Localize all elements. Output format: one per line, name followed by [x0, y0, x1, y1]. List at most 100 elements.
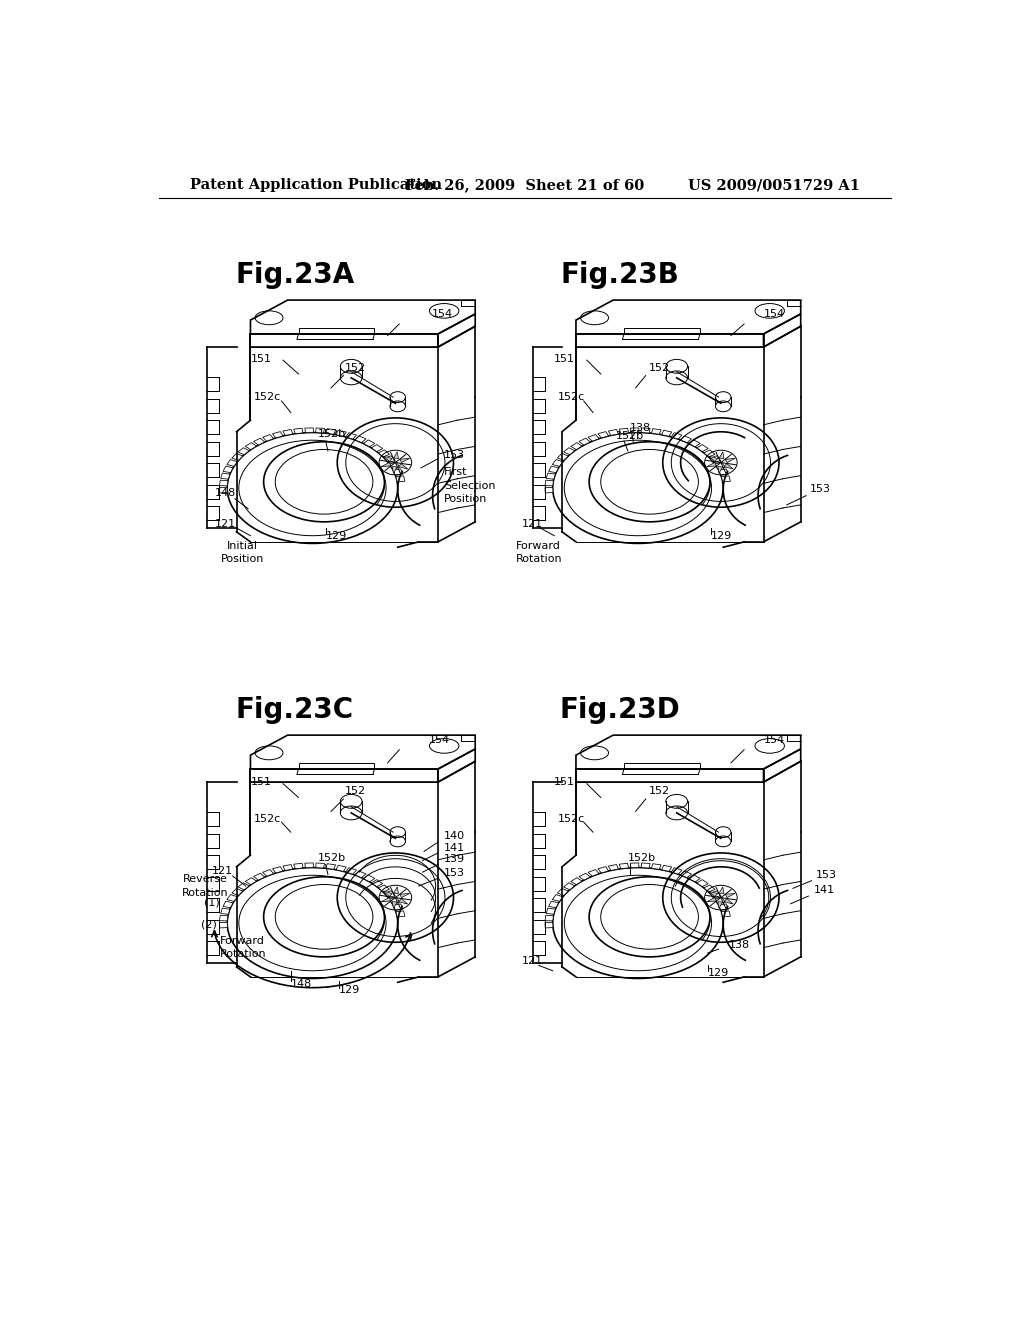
Polygon shape [355, 436, 366, 442]
Polygon shape [719, 469, 728, 475]
Polygon shape [546, 473, 555, 479]
Polygon shape [272, 432, 283, 438]
Text: 121: 121 [521, 519, 543, 529]
Polygon shape [392, 466, 397, 474]
Polygon shape [715, 462, 725, 469]
Polygon shape [563, 883, 574, 890]
Text: Reverse
Rotation: Reverse Rotation [182, 874, 228, 898]
Polygon shape [219, 487, 227, 492]
Polygon shape [399, 458, 410, 462]
Text: 152c: 152c [558, 392, 586, 403]
Text: Fig.23C: Fig.23C [236, 697, 353, 725]
Polygon shape [722, 475, 730, 482]
Polygon shape [546, 908, 555, 915]
Polygon shape [681, 436, 691, 442]
Text: 151: 151 [554, 354, 575, 363]
Polygon shape [549, 466, 558, 473]
Polygon shape [689, 875, 700, 882]
Polygon shape [398, 463, 408, 469]
Polygon shape [552, 459, 563, 466]
Polygon shape [272, 867, 283, 873]
Polygon shape [545, 915, 553, 921]
Polygon shape [219, 480, 228, 486]
Text: 138: 138 [729, 940, 750, 950]
Text: 151: 151 [554, 777, 575, 787]
Text: 152: 152 [649, 787, 670, 796]
Polygon shape [557, 888, 568, 895]
Polygon shape [672, 433, 682, 440]
Text: 154: 154 [429, 735, 450, 744]
Polygon shape [392, 902, 397, 908]
Polygon shape [372, 879, 383, 887]
Polygon shape [641, 428, 650, 433]
Polygon shape [223, 466, 233, 473]
Text: Initial
Position: Initial Position [221, 541, 264, 564]
Polygon shape [220, 908, 229, 915]
Polygon shape [389, 898, 399, 904]
Polygon shape [393, 904, 403, 911]
Polygon shape [315, 428, 325, 433]
Polygon shape [238, 447, 249, 454]
Polygon shape [620, 428, 629, 434]
Text: 152: 152 [649, 363, 670, 372]
Polygon shape [549, 902, 558, 908]
Polygon shape [220, 473, 229, 479]
Polygon shape [579, 438, 590, 445]
Text: 121: 121 [215, 519, 236, 529]
Text: 129: 129 [711, 531, 732, 541]
Polygon shape [641, 863, 650, 869]
Polygon shape [651, 429, 662, 434]
Polygon shape [246, 878, 257, 884]
Polygon shape [710, 891, 721, 898]
Polygon shape [715, 898, 725, 904]
Polygon shape [283, 429, 293, 436]
Polygon shape [254, 874, 264, 880]
Polygon shape [697, 879, 709, 887]
Polygon shape [598, 432, 608, 438]
Polygon shape [662, 866, 672, 871]
Polygon shape [227, 459, 238, 466]
Polygon shape [219, 923, 227, 928]
Polygon shape [364, 440, 375, 446]
Text: 140: 140 [444, 832, 465, 841]
Polygon shape [294, 428, 303, 434]
Polygon shape [608, 429, 618, 436]
Polygon shape [681, 871, 691, 878]
Polygon shape [336, 430, 346, 437]
Polygon shape [718, 902, 723, 908]
Polygon shape [545, 923, 553, 928]
Text: 141: 141 [444, 842, 465, 853]
Polygon shape [336, 866, 346, 871]
Text: 121: 121 [212, 866, 232, 875]
Polygon shape [346, 867, 356, 874]
Polygon shape [709, 891, 718, 896]
Text: 153: 153 [816, 870, 838, 879]
Polygon shape [254, 438, 264, 445]
Polygon shape [703, 450, 715, 457]
Polygon shape [305, 428, 313, 433]
Text: US 2009/0051729 A1: US 2009/0051729 A1 [687, 178, 859, 193]
Text: Fig.23D: Fig.23D [560, 697, 681, 725]
Text: 151: 151 [251, 777, 271, 787]
Text: 152b: 152b [317, 429, 346, 440]
Polygon shape [383, 891, 392, 896]
Text: 154: 154 [764, 735, 784, 744]
Polygon shape [246, 442, 257, 450]
Polygon shape [588, 870, 599, 876]
Polygon shape [631, 428, 639, 433]
Polygon shape [326, 863, 336, 870]
Text: 152c: 152c [254, 392, 281, 403]
Polygon shape [393, 469, 403, 475]
Polygon shape [570, 878, 582, 884]
Text: 139: 139 [444, 854, 465, 865]
Polygon shape [697, 445, 709, 451]
Text: Forward
Rotation: Forward Rotation [219, 936, 266, 960]
Polygon shape [227, 895, 238, 902]
Polygon shape [631, 863, 639, 867]
Polygon shape [238, 883, 249, 890]
Polygon shape [315, 863, 325, 869]
Polygon shape [725, 458, 735, 462]
Polygon shape [579, 874, 590, 880]
Text: 141: 141 [814, 884, 835, 895]
Polygon shape [724, 899, 733, 904]
